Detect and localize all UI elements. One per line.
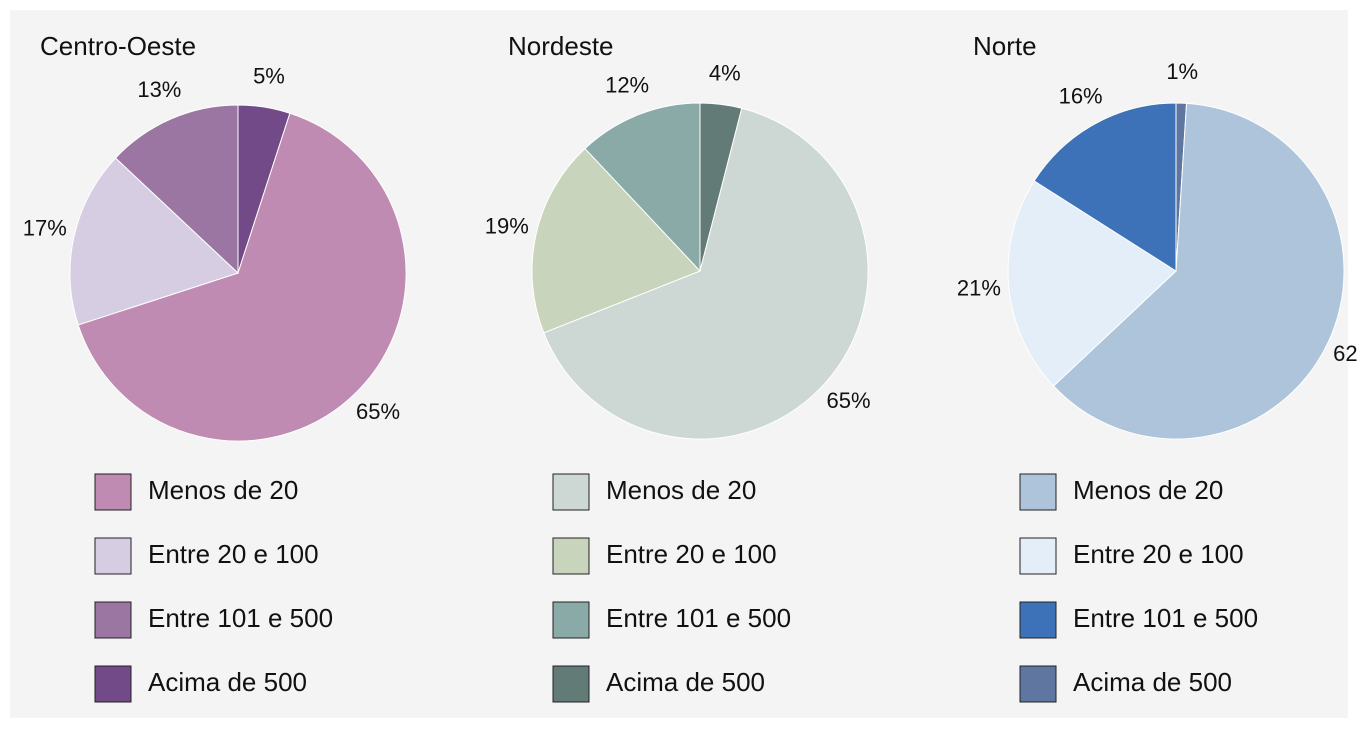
- legend-swatch: [552, 665, 590, 703]
- pie-slice: [543, 107, 869, 440]
- pie-slice: [1052, 102, 1345, 440]
- legend-label: Menos de 20: [148, 475, 298, 505]
- legend-label: Entre 101 e 500: [1073, 603, 1258, 633]
- data-label: 5%: [253, 63, 285, 88]
- legend-swatch: [94, 537, 132, 575]
- pie-slice: [69, 157, 239, 326]
- pie-slice: [584, 102, 701, 273]
- legend-label: Entre 20 e 100: [1073, 539, 1244, 569]
- legend-label: Acima de 500: [148, 667, 307, 697]
- legend-label: Acima de 500: [606, 667, 765, 697]
- legend-label: Entre 101 e 500: [606, 603, 791, 633]
- data-label: 12%: [605, 73, 649, 98]
- legend-swatch: [94, 473, 132, 511]
- data-label: 21%: [957, 275, 1001, 300]
- legend-swatch: [552, 537, 590, 575]
- legend-label: Entre 20 e 100: [606, 539, 777, 569]
- data-label: 4%: [709, 60, 741, 85]
- data-label: 16%: [1059, 83, 1103, 108]
- data-label: 1%: [1166, 59, 1198, 84]
- legend-label: Entre 20 e 100: [148, 539, 319, 569]
- data-label: 13%: [137, 77, 181, 102]
- legend-label: Menos de 20: [606, 475, 756, 505]
- legend-label: Menos de 20: [1073, 475, 1223, 505]
- data-label: 19%: [485, 214, 529, 239]
- legend-label: Entre 101 e 500: [148, 603, 333, 633]
- pie-slice: [77, 112, 407, 442]
- legend-swatch: [94, 665, 132, 703]
- legend-swatch: [94, 601, 132, 639]
- pie-slice: [114, 104, 239, 275]
- pie-slice: [1007, 180, 1177, 387]
- legend-swatch: [1019, 537, 1057, 575]
- data-label: 62%: [1333, 341, 1358, 366]
- pie-slice: [531, 147, 701, 334]
- legend-swatch: [1019, 601, 1057, 639]
- legend-swatch: [1019, 473, 1057, 511]
- legend-swatch: [552, 473, 590, 511]
- pie-slice: [1033, 102, 1177, 272]
- legend-swatch: [1019, 665, 1057, 703]
- data-label: 65%: [356, 399, 400, 424]
- chart-title: Centro-Oeste: [40, 31, 196, 61]
- chart-title: Norte: [973, 31, 1037, 61]
- legend-swatch: [552, 601, 590, 639]
- chart-title: Nordeste: [508, 31, 614, 61]
- data-label: 65%: [826, 388, 870, 413]
- legend-label: Acima de 500: [1073, 667, 1232, 697]
- data-label: 17%: [23, 216, 67, 241]
